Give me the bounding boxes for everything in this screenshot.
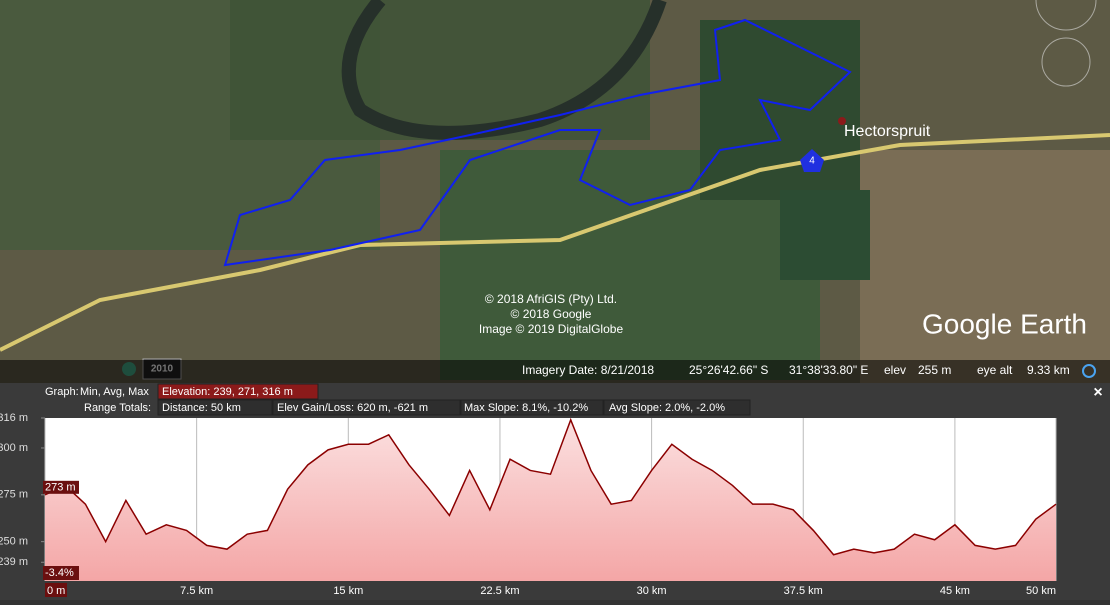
- route-shield: 4: [809, 156, 815, 167]
- x-tick-label: 0 m: [47, 585, 65, 597]
- cursor-elevation: 273 m: [45, 482, 76, 494]
- range-label: Range Totals:: [84, 402, 151, 414]
- logo: Google Earth: [922, 308, 1087, 339]
- cursor-badge: [43, 480, 79, 494]
- max-slope-stat: Max Slope: 8.1%, -10.2%: [464, 402, 588, 414]
- distance-stat: Distance: 50 km: [162, 402, 241, 414]
- x-tick-label: 15 km: [333, 585, 363, 597]
- x-tick-label: 30 km: [637, 585, 667, 597]
- cursor-badge: [43, 566, 79, 580]
- x-tick-label: 50 km: [1026, 585, 1056, 597]
- latitude: 25°26'42.66" S: [689, 363, 768, 377]
- x-tick-label: 45 km: [940, 585, 970, 597]
- zoom-control[interactable]: [1041, 37, 1091, 87]
- x-tick-label: 22.5 km: [480, 585, 519, 597]
- graph-mode[interactable]: Min, Avg, Max: [80, 386, 149, 398]
- close-button[interactable]: ×: [1093, 384, 1102, 401]
- elevation-line: [44, 417, 1057, 556]
- eye-alt-label: eye alt: [977, 363, 1013, 377]
- y-tick-label: 239 m: [0, 556, 28, 568]
- y-tick-label: 316 m: [0, 412, 28, 424]
- y-tick-label: 275 m: [0, 489, 28, 501]
- copyright: © 2018 AfriGIS (Pty) Ltd.: [485, 292, 617, 306]
- x-tick-label: 37.5 km: [784, 585, 823, 597]
- gain-loss-stat: Elev Gain/Loss: 620 m, -621 m: [277, 402, 428, 414]
- y-tick-label: 250 m: [0, 536, 28, 548]
- imagery-date: Imagery Date: 8/21/2018: [522, 363, 654, 377]
- copyright: Image © 2019 DigitalGlobe: [479, 322, 624, 336]
- map-view[interactable]: Hectorspruit 4 © 2018 AfriGIS (Pty) Ltd.…: [0, 0, 1110, 383]
- elev-label: elev: [884, 363, 906, 377]
- longitude: 31°38'33.80" E: [789, 363, 868, 377]
- x-tick-badge: [45, 583, 67, 597]
- x-tick-label: 7.5 km: [180, 585, 213, 597]
- avg-slope-stat: Avg Slope: 2.0%, -2.0%: [609, 402, 725, 414]
- graph-label: Graph:: [45, 386, 79, 398]
- elevation-stat[interactable]: Elevation: 239, 271, 316 m: [162, 386, 293, 398]
- status-icon[interactable]: [1082, 364, 1096, 378]
- copyright: © 2018 Google: [511, 307, 592, 321]
- elevation-area: [45, 419, 1056, 581]
- cursor-slope: -3.4%: [45, 567, 74, 579]
- eye-alt: 9.33 km: [1027, 363, 1070, 377]
- y-tick-label: 300 m: [0, 442, 28, 454]
- place-label: Hectorspruit: [844, 123, 931, 140]
- nav-control[interactable]: [1035, 0, 1097, 31]
- elev: 255 m: [918, 363, 951, 377]
